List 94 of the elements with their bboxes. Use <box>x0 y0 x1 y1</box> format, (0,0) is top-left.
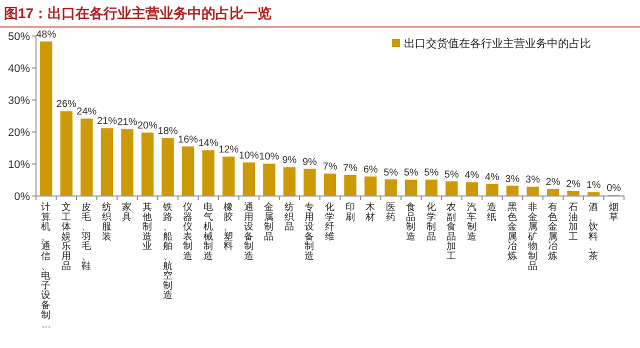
data-label: 21% <box>117 117 138 128</box>
bar <box>526 186 539 196</box>
x-tick-label: 农副食品加工 <box>446 202 457 262</box>
bar <box>141 132 154 196</box>
y-tick-label: 30% <box>8 95 30 107</box>
x-tick-label: 非金属矿物制品 <box>526 201 538 272</box>
bar <box>446 181 458 196</box>
x-tick-label: 有色金属冶炼 <box>548 201 558 262</box>
x-tick-label: 仪器仪表制造 <box>183 201 194 262</box>
category-label: 计算机、通信、电子设备制… <box>41 202 52 331</box>
y-tick-label: 0% <box>14 191 30 203</box>
bar <box>425 180 438 196</box>
bar <box>304 168 316 196</box>
x-tick-label: 化学制品 <box>426 201 436 242</box>
bar <box>80 118 93 196</box>
x-tick-label: 化学纤维 <box>325 201 335 242</box>
data-label: 7% <box>343 162 358 174</box>
x-tick-label: 烟草 <box>608 201 619 223</box>
data-label: 3% <box>526 174 540 186</box>
bar <box>364 176 377 196</box>
data-label: 0% <box>606 183 622 194</box>
x-tick-label: 纺织品 <box>284 201 294 233</box>
data-label: 5% <box>404 168 418 179</box>
bar <box>324 174 336 196</box>
x-tick-label: 通用设备制造 <box>244 201 254 262</box>
x-tick-label: 家具 <box>122 201 132 223</box>
bar <box>588 192 600 196</box>
data-label: 20% <box>138 120 158 132</box>
y-tick-label: 50% <box>8 31 30 43</box>
y-tick-label: 20% <box>8 127 30 139</box>
x-tick-label: 汽车制造 <box>466 201 477 242</box>
data-label: 9% <box>302 156 318 168</box>
x-tick-label: 皮毛、羽毛、鞋 <box>82 201 92 272</box>
data-label: 21% <box>96 116 118 128</box>
x-tick-label: 其他制造业 <box>142 201 153 252</box>
x-tick-label: 文工体娱乐用品 <box>61 201 72 272</box>
data-label: 5% <box>384 167 398 178</box>
x-tick-label: 纺织服装 <box>102 201 112 242</box>
x-tick-label: 电气机械制造 <box>203 201 214 262</box>
x-tick-label: 食品制造 <box>406 201 416 242</box>
legend-label: 出口交货值在各行业主营业务中的占比 <box>404 37 591 50</box>
x-tick-label: 石油加工 <box>568 202 578 242</box>
y-tick-label: 40% <box>8 63 30 75</box>
data-label: 6% <box>363 164 378 176</box>
data-label: 3% <box>505 174 520 185</box>
data-label: 48% <box>36 29 56 40</box>
data-label: 18% <box>158 126 178 138</box>
data-label: 2% <box>566 178 581 190</box>
bar <box>506 186 519 196</box>
bar <box>283 167 296 196</box>
data-label: 5% <box>444 169 459 180</box>
x-tick-label: 医药 <box>386 202 396 223</box>
x-tick-label: 橡胶、塑料 <box>224 201 234 252</box>
bar <box>162 138 174 196</box>
x-tick-label: 专用设备制造 <box>304 201 315 262</box>
data-label: 1% <box>586 180 601 192</box>
data-label: 24% <box>76 106 97 118</box>
x-tick-label: 印刷 <box>345 201 356 223</box>
bar <box>202 150 214 196</box>
bar <box>100 128 114 196</box>
bar <box>344 174 356 196</box>
bar <box>546 188 560 196</box>
data-label: 14% <box>198 138 218 150</box>
data-label: 5% <box>424 168 439 179</box>
x-tick-label: 酒、饮料、茶 <box>588 201 599 262</box>
x-tick-label: 金属制品 <box>264 201 274 242</box>
x-tick-label: 造纸 <box>487 201 498 223</box>
bar <box>384 179 397 196</box>
data-label: 10% <box>238 150 260 162</box>
data-label: 2% <box>546 176 560 188</box>
bar <box>486 184 498 196</box>
data-label: 7% <box>322 162 338 173</box>
data-label: 16% <box>178 134 198 146</box>
bar <box>121 129 134 196</box>
data-label: 10% <box>259 152 280 163</box>
category-label: 铁路、船舶、航空制造 <box>162 202 173 302</box>
bar <box>60 111 72 196</box>
x-tick-label: 木材 <box>364 201 376 223</box>
chart-title: 图17：出口在各行业主营业务中的占比一览 <box>4 5 272 21</box>
bar <box>40 41 52 196</box>
bar <box>405 180 418 196</box>
data-label: 12% <box>218 144 239 156</box>
y-tick-label: 10% <box>8 159 30 171</box>
bar <box>182 146 194 196</box>
data-label: 4% <box>464 170 480 182</box>
x-tick-label: 黑色金属冶炼 <box>507 202 518 262</box>
data-label: 9% <box>282 155 297 166</box>
bar <box>222 156 235 196</box>
data-label: 26% <box>56 99 77 110</box>
bar <box>263 164 276 196</box>
data-label: 4% <box>484 172 500 183</box>
bar <box>466 182 478 196</box>
bar <box>567 190 580 196</box>
bar <box>242 162 255 196</box>
